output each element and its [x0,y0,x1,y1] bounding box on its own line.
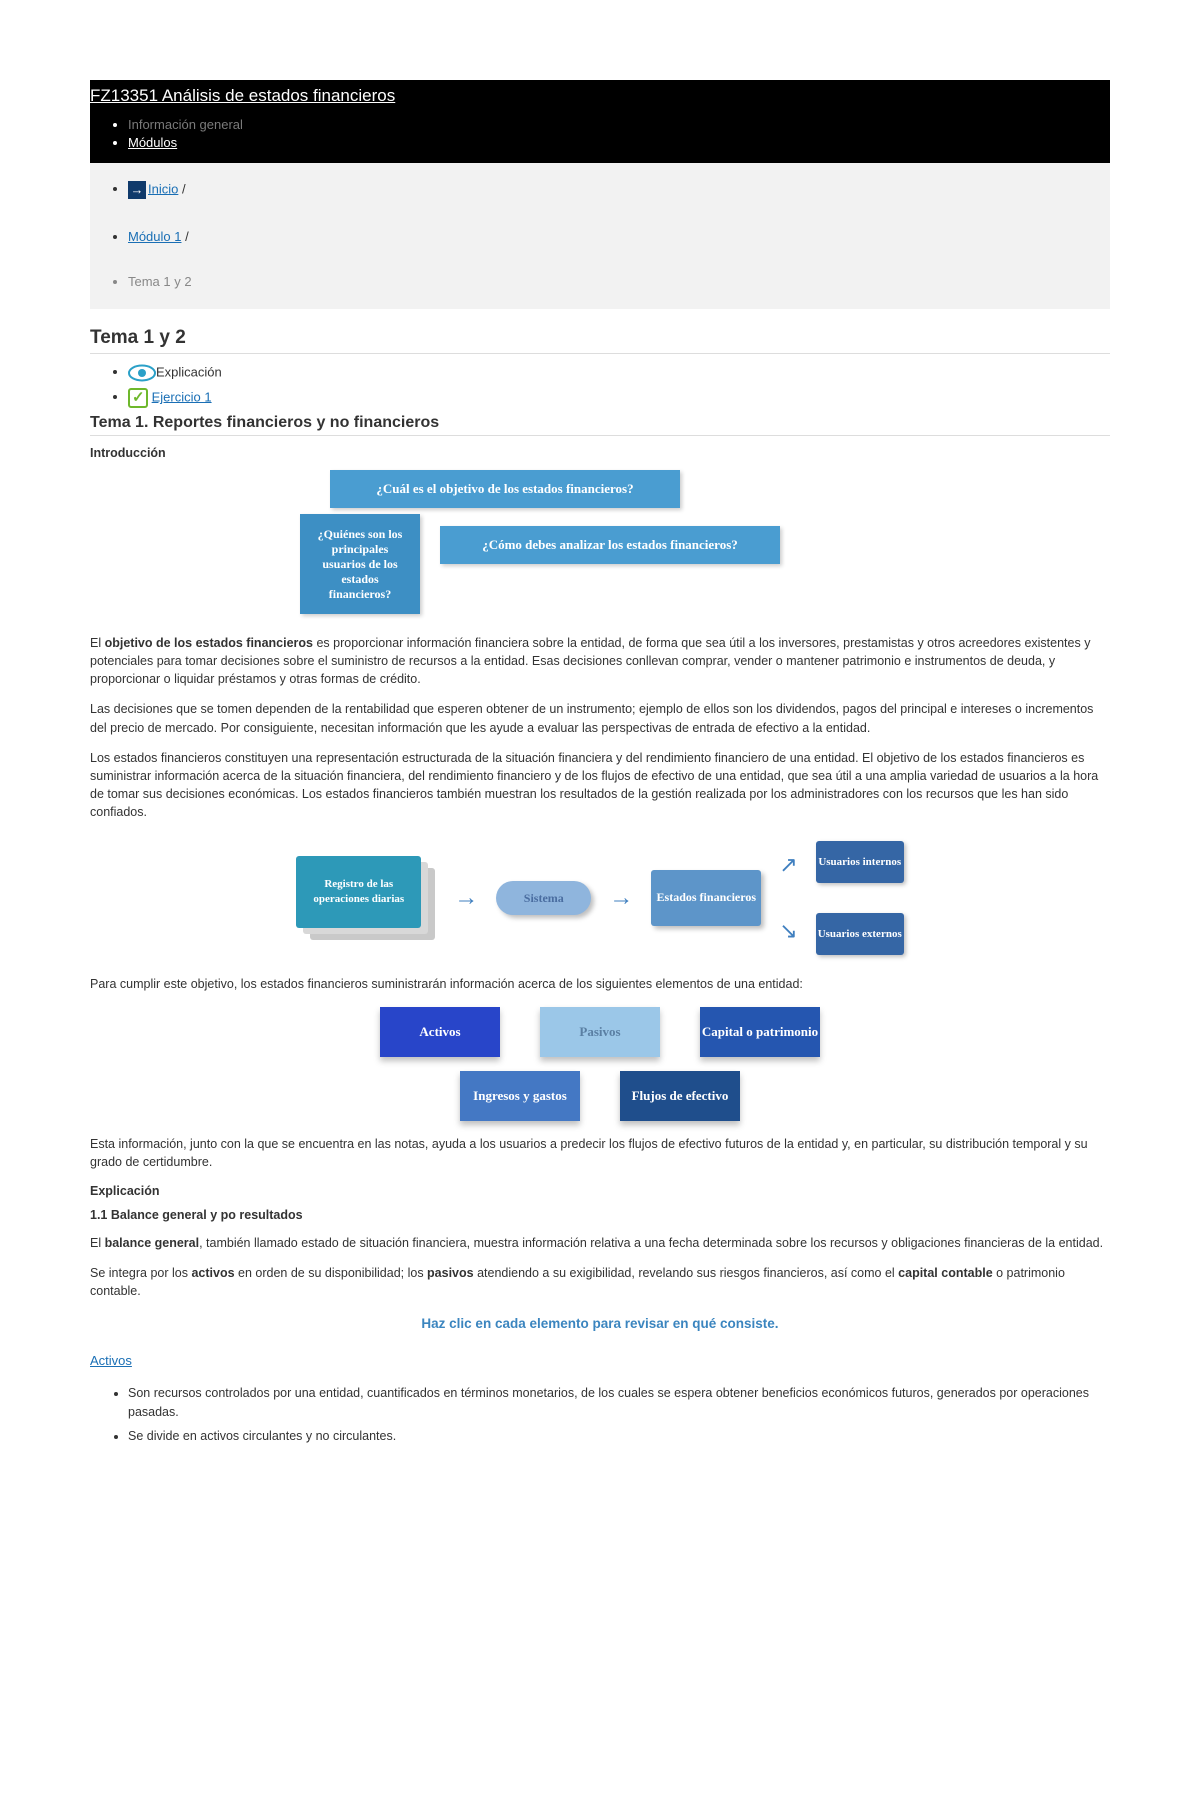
nav-info-general[interactable]: Información general [128,117,243,132]
element-flujos: Flujos de efectivo [620,1071,740,1121]
activos-bullets: Son recursos controlados por una entidad… [90,1384,1110,1446]
element-pasivos: Pasivos [540,1007,660,1057]
flow-diagram: Registro de las operaciones diarias → Si… [90,841,1110,955]
breadcrumb-sep: / [178,181,185,196]
arrow-icon: → [609,884,633,912]
intro-questions-diagram: ¿Cuál es el objetivo de los estados fina… [270,470,1110,614]
element-ingresos: Ingresos y gastos [460,1071,580,1121]
breadcrumb: →Inicio / Módulo 1 / Tema 1 y 2 [90,163,1110,309]
course-header: FZ13351 Análisis de estados financieros … [90,80,1110,163]
bullet-2: Se divide en activos circulantes y no ci… [128,1427,1110,1446]
breadcrumb-sep: / [181,229,188,244]
section-1-1-heading: 1.1 Balance general y po resultados [90,1208,1110,1222]
breadcrumb-modulo[interactable]: Módulo 1 [128,229,181,244]
bullet-1: Son recursos controlados por una entidad… [128,1384,1110,1422]
tab-ejercicio[interactable]: Ejercicio 1 [152,389,212,404]
course-title-link[interactable]: FZ13351 Análisis de estados financieros [90,82,1110,114]
arrow-split-icon: ↗↘ [779,852,797,944]
checkbox-icon [128,388,148,408]
paragraph-2: Las decisiones que se tomen dependen de … [90,700,1110,736]
flow-estados: Estados financieros [651,870,761,926]
paragraph-6: El balance general, también llamado esta… [90,1234,1110,1252]
elements-diagram: Activos Pasivos Capital o patrimonio Ing… [90,1007,1110,1121]
arrow-right-icon: → [128,181,146,199]
paragraph-4: Para cumplir este objetivo, los estados … [90,975,1110,993]
arrow-icon: → [454,884,478,912]
question-box-1: ¿Cuál es el objetivo de los estados fina… [330,470,680,508]
tab-explicacion[interactable]: Explicación [156,364,222,379]
breadcrumb-inicio[interactable]: Inicio [148,181,178,196]
flow-usuarios-externos: Usuarios externos [816,913,904,955]
topic-title: Tema 1. Reportes financieros y no financ… [90,414,1110,436]
click-instruction: Haz clic en cada elemento para revisar e… [90,1316,1110,1331]
explicacion-heading: Explicación [90,1184,1110,1198]
tabs: Explicación Ejercicio 1 [90,364,1110,408]
flow-usuarios-internos: Usuarios internos [816,841,904,883]
flow-sistema: Sistema [496,881,591,915]
element-capital: Capital o patrimonio [700,1007,820,1057]
accordion-activos[interactable]: Activos [90,1353,132,1368]
paragraph-5: Esta información, junto con la que se en… [90,1135,1110,1171]
element-activos: Activos [380,1007,500,1057]
page-title: Tema 1 y 2 [90,327,1110,354]
eye-icon [128,364,156,382]
question-box-3: ¿Cómo debes analizar los estados financi… [440,526,780,564]
question-box-2: ¿Quiénes son los principales usuarios de… [300,514,420,614]
paragraph-3: Los estados financieros constituyen una … [90,749,1110,822]
paragraph-7: Se integra por los activos en orden de s… [90,1264,1110,1300]
paragraph-1: El objetivo de los estados financieros e… [90,634,1110,688]
flow-registro: Registro de las operaciones diarias [296,856,436,941]
breadcrumb-current: Tema 1 y 2 [128,274,1110,289]
nav-modulos[interactable]: Módulos [128,135,177,150]
intro-heading: Introducción [90,446,1110,460]
